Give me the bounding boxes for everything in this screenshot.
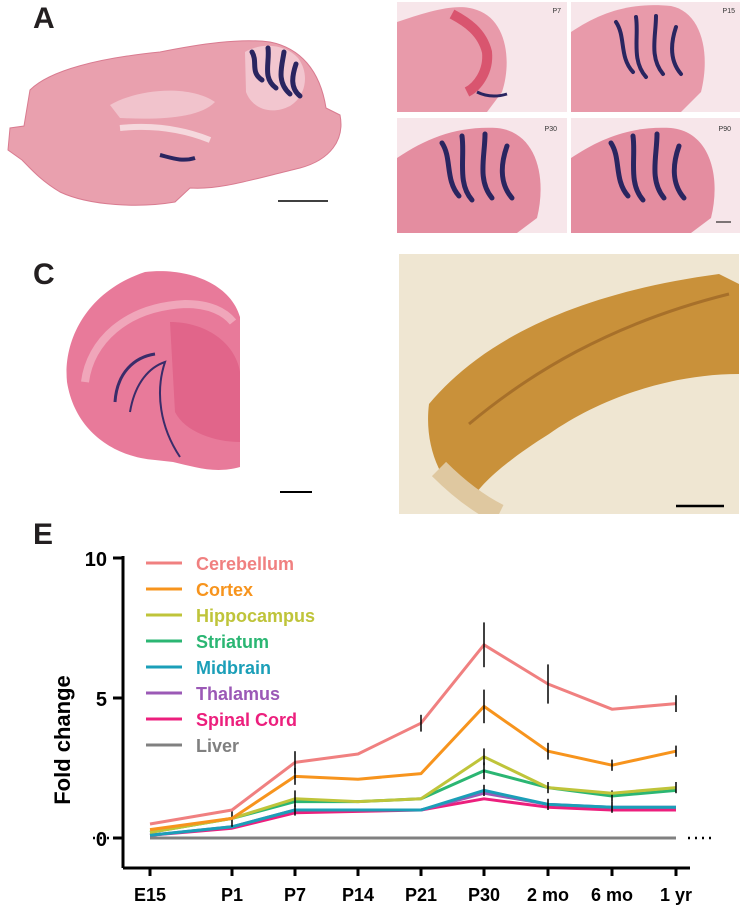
x-tick-label: E15	[134, 885, 166, 905]
y-tick-label: 10	[85, 549, 107, 571]
series-line	[149, 788, 676, 837]
ihc-cerebellum-image	[399, 254, 739, 514]
x-tick-label: P7	[284, 885, 306, 905]
panel-label-e: E	[33, 518, 54, 551]
age-label-p7: P7	[552, 8, 561, 15]
cerebellum-p7-image: P7	[397, 2, 567, 112]
chart-legend: Cerebellum Cortex Hippocampus Striatum Midbr…	[146, 554, 315, 756]
series-spinal-cord	[149, 797, 676, 837]
series-cortex	[149, 689, 677, 832]
cerebellum-p90-image: P90	[571, 118, 740, 233]
series-line	[149, 704, 677, 832]
x-tick-label: P1	[221, 885, 243, 905]
legend-label: Hippocampus	[196, 606, 315, 626]
age-label-p15: P15	[722, 8, 735, 15]
y-tick-label: 0	[96, 829, 107, 851]
series-line	[149, 769, 677, 834]
x-tick-label: 1 yr	[660, 885, 692, 905]
fold-change-line-chart: 0 5 10 E15 P1 P7 P14 P21 P30 2 mo 6 mo 1 yr Cerebel…	[50, 549, 715, 905]
series-cerebellum	[149, 622, 677, 826]
panel-label-c: C	[33, 258, 55, 291]
panel-label-a: A	[33, 2, 55, 35]
coronal-brain-section-image	[66, 271, 240, 470]
legend-label: Liver	[196, 736, 239, 756]
chart-series-layer	[149, 622, 677, 840]
scale-bar-c	[280, 491, 312, 493]
sagittal-brain-section-image	[7, 40, 342, 206]
legend-label: Cerebellum	[196, 554, 294, 574]
x-tick-label: 6 mo	[591, 885, 633, 905]
cerebellum-p30-image: P30	[397, 118, 567, 233]
series-line	[149, 797, 676, 837]
legend-label: Spinal Cord	[196, 710, 297, 730]
y-axis-label: Fold change	[50, 675, 75, 805]
series-line	[149, 755, 677, 834]
x-tick-label: P14	[342, 885, 374, 905]
legend-label: Midbrain	[196, 658, 271, 678]
x-tick-label: P21	[405, 885, 437, 905]
y-tick-label: 5	[96, 689, 107, 711]
legend-label: Cortex	[196, 580, 253, 600]
x-tick-label: 2 mo	[527, 885, 569, 905]
chart-axes: 0 5 10 E15 P1 P7 P14 P21 P30 2 mo 6 mo 1 yr	[85, 549, 715, 905]
age-label-p90: P90	[718, 126, 731, 133]
age-label-p30: P30	[544, 126, 557, 133]
legend-label: Striatum	[196, 632, 269, 652]
cerebellum-p15-image: P15	[571, 2, 740, 112]
legend-label: Thalamus	[196, 684, 280, 704]
x-tick-label: P30	[468, 885, 500, 905]
